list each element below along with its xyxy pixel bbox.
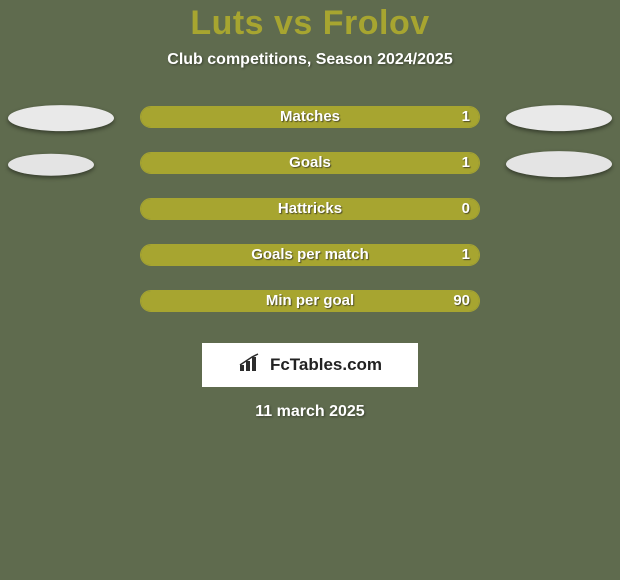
stat-bar bbox=[140, 290, 480, 312]
last-updated: 11 march 2025 bbox=[0, 403, 620, 421]
stat-bar-fill bbox=[141, 153, 479, 173]
stat-bar bbox=[140, 106, 480, 128]
stat-row: Matches1 bbox=[0, 99, 620, 145]
portrait-ellipse-right bbox=[506, 105, 612, 131]
portrait-ellipse-right bbox=[506, 151, 612, 177]
stat-row: Goals per match1 bbox=[0, 237, 620, 283]
page-subtitle: Club competitions, Season 2024/2025 bbox=[0, 51, 620, 69]
stat-row: Hattricks0 bbox=[0, 191, 620, 237]
stat-bar-fill bbox=[141, 245, 479, 265]
stat-bar bbox=[140, 244, 480, 266]
portrait-ellipse-left bbox=[8, 154, 94, 176]
branding-badge: FcTables.com bbox=[202, 343, 418, 387]
stat-row: Min per goal90 bbox=[0, 283, 620, 329]
stat-bar-fill bbox=[141, 107, 479, 127]
bars-icon bbox=[238, 353, 264, 378]
stat-rows: Matches1Goals1Hattricks0Goals per match1… bbox=[0, 99, 620, 329]
stat-bar bbox=[140, 152, 480, 174]
stat-bar-fill bbox=[141, 199, 479, 219]
infographic-stage: Luts vs Frolov Club competitions, Season… bbox=[0, 0, 620, 580]
stat-bar bbox=[140, 198, 480, 220]
stat-bar-fill bbox=[141, 291, 479, 311]
stat-row: Goals1 bbox=[0, 145, 620, 191]
page-title: Luts vs Frolov bbox=[0, 4, 620, 43]
branding-text: FcTables.com bbox=[270, 355, 382, 375]
portrait-ellipse-left bbox=[8, 105, 114, 131]
